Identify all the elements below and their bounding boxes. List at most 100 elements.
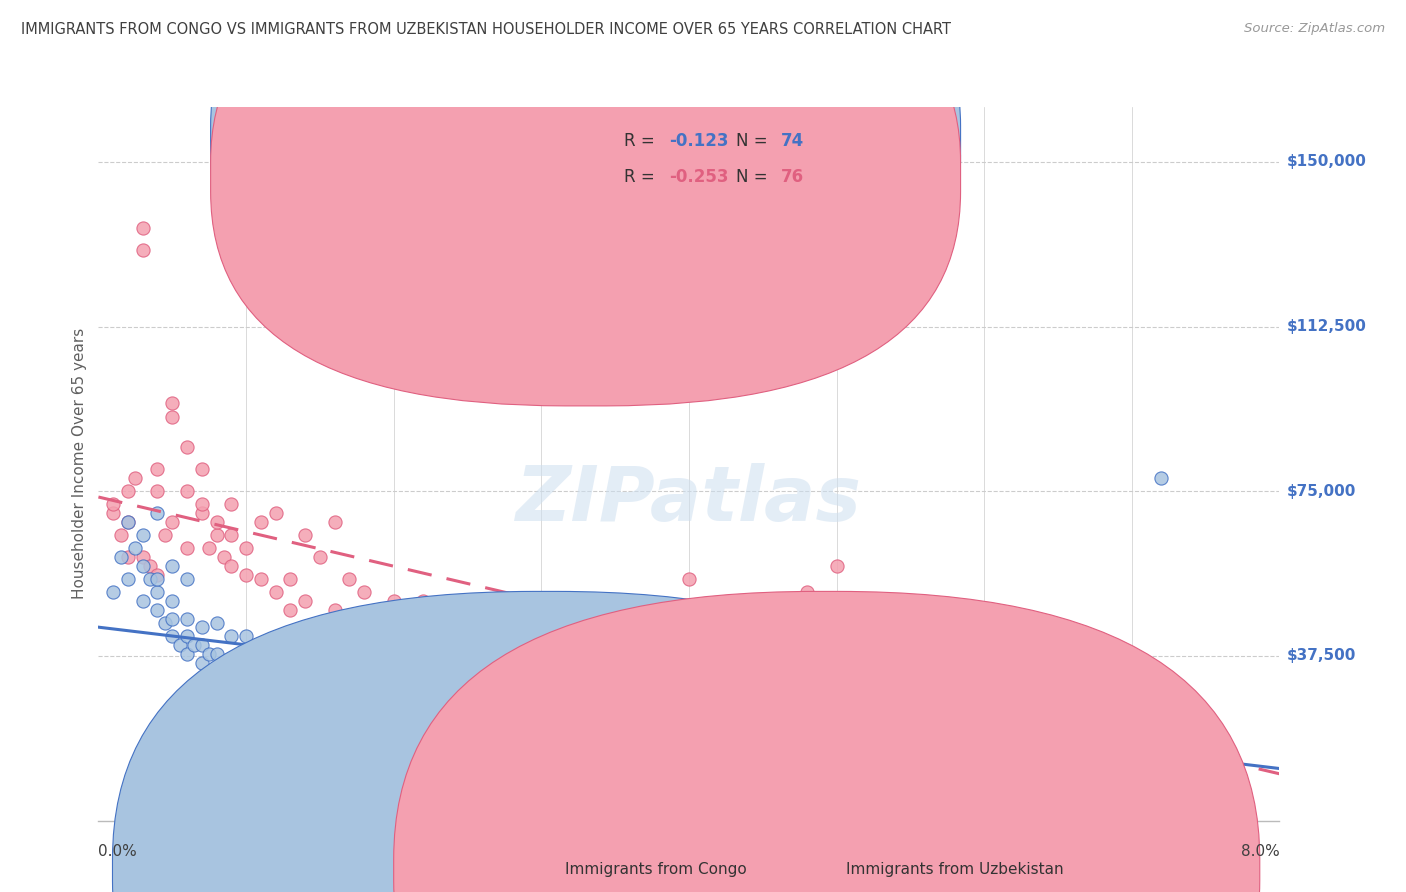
Text: -0.123: -0.123 (669, 132, 728, 150)
Text: 0.0%: 0.0% (98, 845, 138, 859)
Point (278, 673, 301, 687)
Point (515, 638, 537, 652)
Point (278, 699, 301, 714)
Text: -0.253: -0.253 (669, 168, 728, 186)
FancyBboxPatch shape (211, 0, 960, 406)
Point (139, 558, 162, 573)
Point (456, 638, 478, 652)
Point (751, 717, 773, 731)
Point (117, 515, 139, 529)
Point (132, 220, 155, 235)
Point (544, 629, 567, 643)
Text: N =: N = (737, 168, 768, 186)
Point (751, 594, 773, 608)
Text: $37,500: $37,500 (1286, 648, 1355, 664)
Point (471, 743, 494, 757)
Point (426, 734, 449, 748)
Point (191, 620, 214, 634)
Point (619, 695, 641, 709)
Point (278, 572, 301, 586)
Point (191, 462, 214, 476)
Point (146, 585, 169, 599)
Point (162, 396, 183, 410)
Text: Immigrants from Congo: Immigrants from Congo (565, 863, 747, 877)
Point (124, 471, 146, 485)
Point (176, 647, 198, 661)
Text: N =: N = (737, 132, 768, 150)
Point (530, 656, 553, 670)
Point (132, 528, 155, 542)
Point (456, 743, 478, 757)
Point (117, 515, 139, 529)
Point (278, 603, 301, 617)
Point (264, 690, 287, 705)
Point (176, 484, 198, 499)
Point (648, 647, 671, 661)
Text: $75,000: $75,000 (1286, 483, 1355, 499)
Point (219, 669, 242, 683)
Point (219, 558, 242, 573)
Point (205, 647, 228, 661)
Point (294, 704, 316, 718)
Point (205, 615, 228, 630)
Point (294, 594, 316, 608)
Point (589, 638, 612, 652)
Point (382, 594, 405, 608)
Text: Source: ZipAtlas.com: Source: ZipAtlas.com (1244, 22, 1385, 36)
Text: IMMIGRANTS FROM CONGO VS IMMIGRANTS FROM UZBEKISTAN HOUSEHOLDER INCOME OVER 65 Y: IMMIGRANTS FROM CONGO VS IMMIGRANTS FROM… (21, 22, 950, 37)
Point (353, 585, 375, 599)
Point (117, 550, 139, 565)
Point (678, 572, 700, 586)
Text: R =: R = (624, 132, 655, 150)
Point (353, 708, 375, 723)
Point (124, 541, 146, 556)
Point (943, 660, 966, 674)
Point (308, 615, 332, 630)
Point (205, 660, 228, 674)
Point (153, 528, 176, 542)
Point (146, 603, 169, 617)
Point (162, 515, 183, 529)
Point (796, 585, 818, 599)
Point (198, 541, 221, 556)
Point (308, 673, 332, 687)
Point (619, 647, 641, 661)
Text: $150,000: $150,000 (1286, 154, 1367, 169)
Point (264, 506, 287, 520)
Text: 8.0%: 8.0% (1240, 845, 1279, 859)
Point (441, 615, 464, 630)
Point (589, 681, 612, 696)
Point (219, 528, 242, 542)
Point (235, 541, 257, 556)
Point (825, 558, 848, 573)
Point (471, 629, 494, 643)
Point (605, 660, 627, 674)
Point (337, 629, 360, 643)
Text: 74: 74 (782, 132, 804, 150)
Point (162, 409, 183, 424)
Point (574, 677, 596, 691)
Point (176, 612, 198, 626)
Point (176, 629, 198, 643)
Point (396, 309, 419, 323)
Point (103, 506, 124, 520)
Point (515, 647, 537, 661)
Point (323, 515, 346, 529)
Point (294, 528, 316, 542)
Point (633, 629, 655, 643)
Point (205, 515, 228, 529)
Point (323, 603, 346, 617)
Point (250, 656, 273, 670)
Point (544, 665, 567, 679)
Point (855, 629, 877, 643)
Point (219, 656, 242, 670)
FancyBboxPatch shape (112, 591, 979, 892)
Point (412, 734, 434, 748)
Point (574, 615, 596, 630)
Point (264, 585, 287, 599)
Point (441, 739, 464, 753)
Point (485, 620, 508, 634)
Point (323, 690, 346, 705)
Point (1150, 471, 1173, 485)
Point (132, 558, 155, 573)
